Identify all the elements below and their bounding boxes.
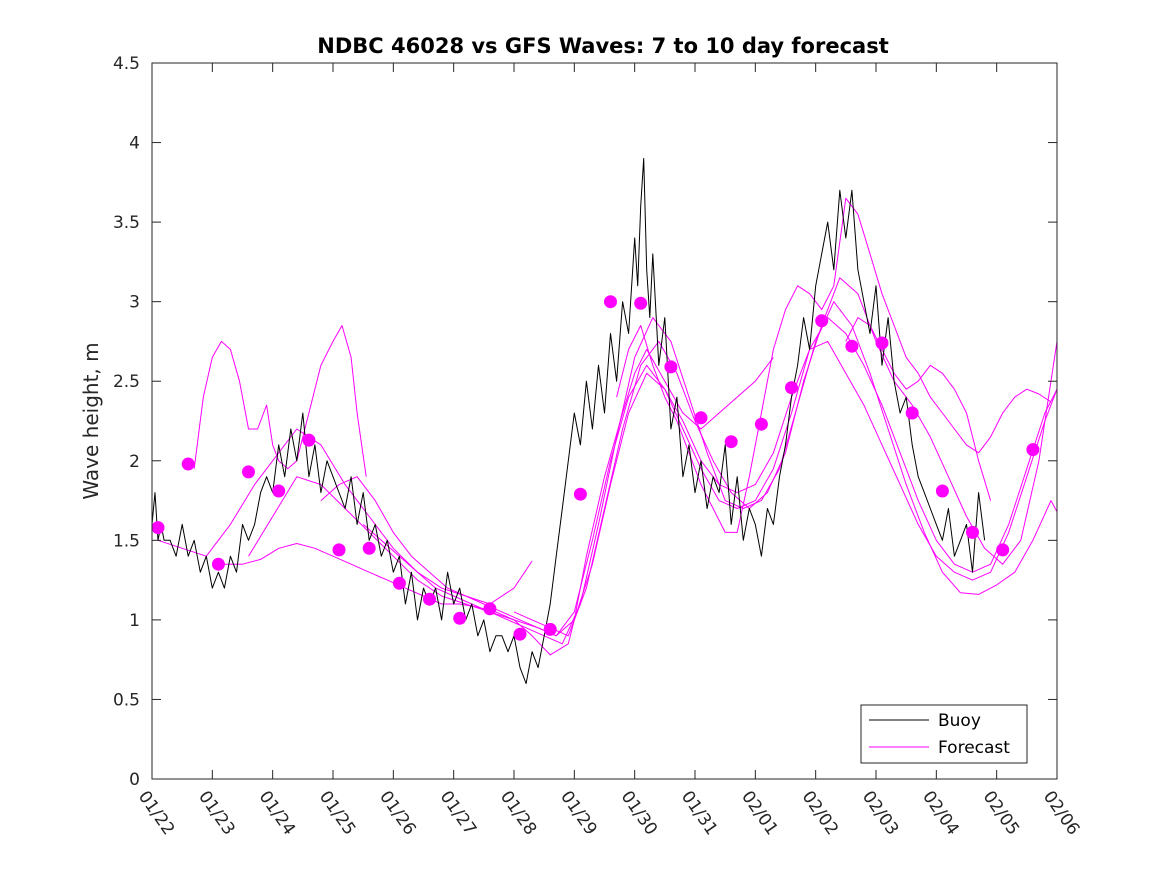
forecast-point <box>332 543 346 557</box>
y-tick-label: 0.5 <box>113 690 140 710</box>
forecast-run-5-line <box>320 340 1058 637</box>
y-tick-label: 1.5 <box>113 531 140 551</box>
forecast-run-9-line <box>845 317 992 501</box>
forecast-point <box>242 465 255 479</box>
forecast-point <box>573 487 587 501</box>
chart-title: NDBC 46028 vs GFS Waves: 7 to 10 day for… <box>317 34 888 58</box>
forecast-run-4-line <box>248 317 1058 637</box>
forecast-point <box>272 484 286 498</box>
forecast-point <box>664 360 678 374</box>
forecast-point <box>604 295 617 309</box>
forecast-run-2-line <box>157 428 533 605</box>
y-tick-label: 4.5 <box>113 54 140 74</box>
forecast-run-7-line <box>513 277 1058 637</box>
forecast-point <box>845 339 859 353</box>
forecast-point <box>453 611 467 625</box>
y-tick-label: 3.5 <box>113 213 140 233</box>
plot-area <box>151 158 1058 684</box>
y-tick-label: 4 <box>129 134 140 154</box>
legend-forecast-label: Forecast <box>938 738 1010 758</box>
forecast-point <box>151 521 165 535</box>
legend: Buoy Forecast <box>860 704 1028 764</box>
legend-buoy-label: Buoy <box>938 711 981 731</box>
forecast-point <box>996 543 1010 557</box>
y-axis-label: Wave height, m <box>79 342 103 499</box>
forecast-point <box>694 411 708 425</box>
forecast-point <box>966 525 979 539</box>
forecast-point <box>181 457 195 471</box>
forecast-point <box>1026 443 1040 457</box>
forecast-run-1-line <box>193 325 367 477</box>
axes-box <box>151 62 1058 780</box>
y-tick-label: 3 <box>129 293 140 313</box>
forecast-point <box>362 541 376 555</box>
y-tick-label: 1 <box>129 611 140 631</box>
forecast-point <box>513 627 527 641</box>
forecast-point <box>905 406 919 420</box>
forecast-point <box>302 433 316 447</box>
forecast-point <box>211 557 225 571</box>
y-tick-label: 2.5 <box>113 372 140 392</box>
forecast-point <box>724 435 738 449</box>
forecast-point <box>634 296 648 310</box>
forecast-run-6-line <box>362 301 1058 645</box>
forecast-point <box>392 576 406 590</box>
y-tick-label: 2 <box>129 452 140 472</box>
forecast-point <box>875 336 889 350</box>
forecast-point <box>785 381 798 395</box>
forecast-point <box>815 314 829 328</box>
forecast-point <box>543 622 557 636</box>
forecast-point <box>935 484 949 498</box>
buoy-line <box>151 158 986 684</box>
forecast-run-8-line <box>616 197 1052 533</box>
y-tick-label: 0 <box>129 770 140 790</box>
forecast-point <box>754 417 768 431</box>
forecast-point <box>423 592 436 606</box>
legend-box <box>860 704 1028 764</box>
forecast-point <box>483 602 497 616</box>
